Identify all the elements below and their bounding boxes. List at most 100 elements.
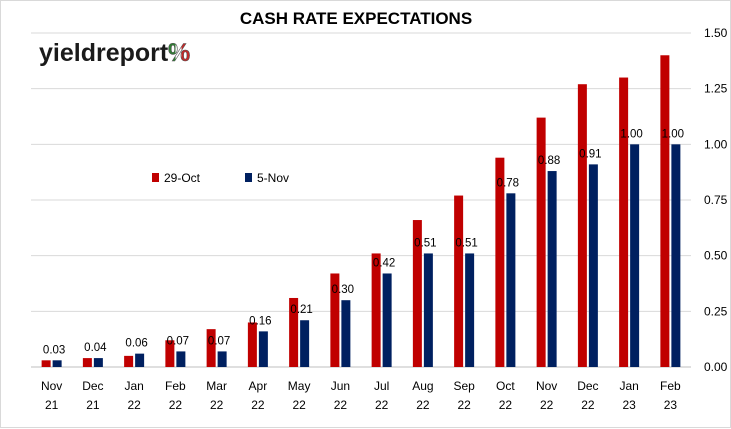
bar-29-oct — [536, 117, 546, 367]
x-tick-year: 21 — [45, 398, 59, 412]
y-tick-label: 0.25 — [704, 304, 728, 318]
data-label: 0.91 — [579, 148, 601, 160]
x-tick-month: Mar — [206, 379, 227, 393]
data-label: 0.30 — [332, 284, 354, 296]
legend: 29-Oct 5-Nov — [152, 171, 289, 185]
bar-29-oct — [660, 55, 670, 368]
bar-29-oct — [165, 340, 175, 367]
x-tick-year: 22 — [210, 398, 224, 412]
bar-29-oct — [371, 253, 381, 367]
bar-29-oct — [289, 297, 299, 367]
x-tick-month: Jan — [124, 379, 143, 393]
x-tick-year: 22 — [416, 398, 430, 412]
bar-5-nov — [52, 360, 62, 367]
bar-5-nov — [300, 320, 310, 367]
x-tick-year: 22 — [334, 398, 348, 412]
x-tick-month: Oct — [496, 379, 515, 393]
bar-5-nov — [547, 171, 557, 367]
data-label: 0.21 — [290, 304, 312, 316]
data-label: 0.51 — [455, 237, 477, 249]
y-tick-label: 0.75 — [704, 193, 728, 207]
x-tick-month: Sep — [453, 379, 475, 393]
bar-5-nov — [93, 358, 103, 367]
bar-5-nov — [176, 351, 186, 367]
yieldreport-logo: yieldreport % — [39, 39, 191, 68]
bar-5-nov — [423, 253, 433, 367]
data-label: 1.00 — [620, 128, 642, 140]
logo-text: yieldreport — [39, 39, 169, 67]
x-tick-year: 22 — [169, 398, 183, 412]
bar-5-nov — [465, 253, 475, 367]
x-tick-month: Jan — [619, 379, 638, 393]
x-tick-month: Feb — [165, 379, 186, 393]
bar-5-nov — [630, 144, 640, 367]
bar-5-nov — [588, 164, 598, 367]
x-tick-month: Jun — [331, 379, 350, 393]
y-tick-label: 0.00 — [704, 360, 728, 374]
x-axis: Nov 21 Dec 21 Jan 22 Feb 22 Mar 22 Apr 22 May 22 Jun 22… — [41, 379, 681, 412]
bar-29-oct — [454, 195, 464, 367]
gridlines — [31, 32, 691, 368]
x-tick-year: 23 — [622, 398, 636, 412]
y-tick-label: 1.00 — [704, 137, 728, 151]
bar-29-oct — [41, 360, 51, 367]
legend-label: 29-Oct — [164, 171, 201, 185]
bar-29-oct — [82, 358, 92, 367]
x-tick-year: 22 — [127, 398, 141, 412]
y-tick-label: 1.25 — [704, 82, 728, 96]
bar-5-nov — [135, 353, 145, 367]
data-label: 0.06 — [125, 338, 147, 350]
chart-title: CASH RATE EXPECTATIONS — [240, 9, 472, 28]
x-tick-year: 22 — [251, 398, 265, 412]
data-label: 0.03 — [43, 344, 65, 356]
x-tick-month: Nov — [41, 379, 62, 393]
bar-5-nov — [506, 193, 516, 367]
bar-29-oct — [124, 355, 134, 367]
data-label: 0.51 — [414, 237, 436, 249]
bar-5-nov — [341, 300, 351, 367]
bar-29-oct — [330, 273, 340, 367]
x-tick-month: Dec — [82, 379, 103, 393]
bar-29-oct — [412, 220, 422, 367]
data-label: 0.07 — [167, 335, 189, 347]
legend-label: 5-Nov — [257, 171, 289, 185]
y-axis: 0.00 0.25 0.50 0.75 1.00 1.25 1.50 — [704, 26, 728, 374]
x-tick-year: 22 — [499, 398, 513, 412]
x-tick-year: 22 — [457, 398, 471, 412]
bar-5-nov — [382, 273, 392, 367]
x-tick-month: May — [288, 379, 311, 393]
bar-29-oct — [206, 329, 216, 367]
x-tick-month: Apr — [249, 379, 268, 393]
x-tick-year: 22 — [292, 398, 306, 412]
bar-29-oct — [619, 77, 629, 368]
bar-29-oct — [495, 157, 505, 367]
x-tick-year: 23 — [664, 398, 678, 412]
x-tick-year: 21 — [86, 398, 100, 412]
y-tick-label: 1.50 — [704, 26, 728, 40]
x-tick-year: 22 — [375, 398, 389, 412]
data-label: 0.16 — [249, 315, 271, 327]
x-tick-month: Dec — [577, 379, 598, 393]
data-label: 0.07 — [208, 335, 230, 347]
x-tick-year: 22 — [581, 398, 595, 412]
legend-swatch — [245, 173, 252, 182]
y-tick-label: 0.50 — [704, 249, 728, 263]
bar-5-nov — [258, 331, 268, 367]
x-tick-month: Nov — [536, 379, 557, 393]
x-tick-month: Feb — [660, 379, 681, 393]
bars — [41, 55, 681, 368]
x-tick-year: 22 — [540, 398, 554, 412]
bar-29-oct — [247, 322, 257, 367]
data-label: 1.00 — [662, 128, 684, 140]
x-tick-month: Jul — [374, 379, 389, 393]
data-label: 0.42 — [373, 257, 395, 269]
data-labels: 0.03 0.04 0.06 0.07 0.07 0.16 0.21 0.30 0.42 0.51… — [43, 128, 684, 356]
bar-5-nov — [217, 351, 227, 367]
data-label: 0.78 — [497, 177, 519, 189]
data-label: 0.04 — [84, 342, 107, 354]
data-label: 0.88 — [538, 155, 560, 167]
legend-swatch — [152, 173, 159, 182]
logo-percent: % — [168, 39, 190, 67]
